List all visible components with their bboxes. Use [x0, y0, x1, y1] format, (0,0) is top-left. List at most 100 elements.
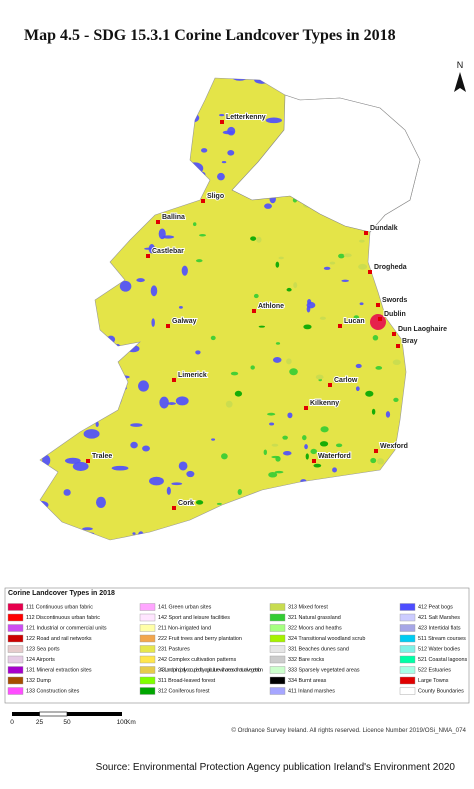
- town-label: Limerick: [178, 372, 207, 379]
- landcover-patch: [195, 500, 204, 505]
- landcover-patch: [40, 333, 41, 340]
- landcover-patch: [95, 201, 105, 210]
- landcover-patch: [407, 469, 416, 475]
- legend-swatch: [7, 613, 24, 622]
- landcover-patch: [256, 236, 262, 243]
- landcover-patch: [40, 302, 47, 313]
- town-marker: [396, 344, 400, 348]
- legend-label: 231 Pastures: [158, 646, 190, 652]
- legend-swatch: [399, 645, 416, 653]
- landcover-patch: [313, 463, 322, 468]
- landcover-patch: [315, 374, 324, 380]
- town-label: Wexford: [380, 443, 408, 450]
- landcover-patch: [65, 457, 81, 464]
- landcover-patch: [394, 99, 400, 106]
- legend-label: 111 Continuous urban fabric: [26, 604, 93, 610]
- town-label: Dun Laoghaire: [398, 326, 447, 333]
- landcover-patch: [359, 511, 364, 518]
- landcover-patch: [24, 361, 37, 368]
- landcover-patch: [130, 423, 143, 427]
- legend-swatch: [7, 666, 24, 674]
- town-label: Castlebar: [152, 248, 184, 255]
- landcover-patch: [83, 429, 100, 439]
- landcover-patch: [254, 78, 270, 84]
- landcover-patch: [199, 233, 206, 237]
- landcover-patch: [40, 270, 52, 274]
- landcover-patch: [103, 248, 119, 253]
- landcover-patch: [55, 173, 63, 180]
- landcover-patch: [71, 179, 79, 188]
- landcover-patch: [151, 318, 155, 327]
- legend-label: 242 Complex cultivation patterns: [158, 657, 237, 663]
- landcover-patch: [51, 239, 62, 248]
- landcover-patch: [250, 365, 255, 370]
- landcover-patch: [343, 253, 352, 258]
- landcover-patch: [310, 448, 318, 455]
- legend-label: 521 Coastal lagoons: [418, 657, 467, 663]
- landcover-patch: [371, 408, 376, 415]
- landcover-patch: [210, 335, 216, 341]
- landcover-patch: [130, 441, 138, 449]
- landcover-patch: [283, 450, 292, 456]
- legend-label: 334 Burnt areas: [288, 678, 327, 684]
- landcover-patch: [323, 266, 331, 270]
- landcover-patch: [230, 371, 239, 376]
- landcover-patch: [201, 148, 208, 153]
- town-label: Cork: [178, 500, 194, 507]
- town-marker: [368, 270, 372, 274]
- landcover-patch: [40, 500, 49, 509]
- legend-label: 333 Sparsely vegetated areas: [288, 667, 360, 673]
- landcover-patch: [358, 528, 362, 534]
- landcover-patch: [98, 135, 112, 141]
- landcover-patch: [108, 375, 112, 380]
- landcover-patch: [225, 400, 233, 408]
- landcover-patch: [40, 210, 44, 221]
- legend-swatch: [269, 634, 286, 643]
- landcover-patch: [406, 491, 414, 494]
- legend-swatch: [399, 666, 416, 674]
- landcover-patch: [54, 288, 58, 293]
- landcover-patch: [44, 199, 56, 203]
- landcover-patch: [82, 527, 93, 531]
- landcover-patch: [376, 458, 385, 465]
- landcover-patch: [186, 470, 195, 478]
- legend-swatch: [139, 613, 156, 622]
- landcover-patch: [374, 259, 383, 263]
- legend-label: 511 Stream courses: [418, 636, 466, 642]
- legend-swatch: [7, 655, 24, 664]
- legend-title: Corine Landcover Types in 2018: [8, 590, 115, 597]
- landcover-patch: [219, 114, 225, 117]
- landcover-patch: [134, 214, 140, 221]
- landcover-patch: [149, 476, 164, 486]
- legend-swatch: [269, 655, 286, 664]
- landcover-patch: [319, 316, 326, 320]
- scale-label: 50: [63, 719, 71, 726]
- landcover-patch: [221, 453, 228, 460]
- landcover-patch: [142, 445, 150, 452]
- legend-label: 412 Peat bogs: [418, 604, 453, 610]
- landcover-patch: [159, 396, 169, 409]
- landcover-patch: [216, 502, 222, 505]
- landcover-patch: [132, 532, 136, 535]
- legend-label: 331 Beaches dunes sand: [288, 646, 349, 652]
- landcover-patch: [49, 156, 67, 164]
- legend-swatch: [139, 603, 156, 611]
- legend-swatch: [399, 603, 416, 611]
- landcover-patch: [57, 268, 61, 271]
- landcover-patch: [237, 488, 243, 495]
- landcover-patch: [154, 166, 161, 174]
- landcover-patch: [60, 125, 72, 134]
- landcover-patch: [356, 536, 363, 540]
- landcover-patch: [282, 435, 288, 440]
- legend-label: 122 Road and rail networks: [26, 636, 92, 642]
- scale-label: 0: [10, 719, 14, 726]
- town-marker: [166, 324, 170, 328]
- copyright: © Ordnance Survey Ireland. All rights re…: [231, 727, 466, 734]
- town-label: Swords: [382, 297, 407, 304]
- legend-label: 121 Industrial or commercial units: [26, 625, 107, 631]
- town-label: Ballina: [162, 214, 185, 221]
- landcover-patch: [25, 318, 35, 324]
- landcover-patch: [29, 132, 32, 141]
- landcover-patch: [328, 517, 333, 522]
